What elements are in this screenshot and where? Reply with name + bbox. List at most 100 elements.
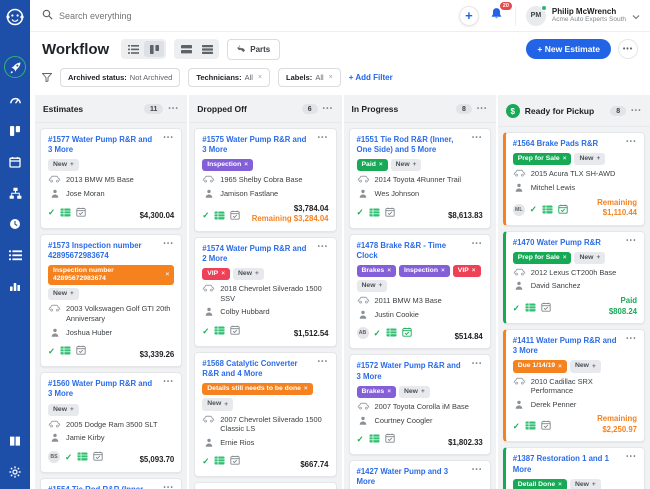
tag-remove-icon[interactable]: × bbox=[471, 267, 476, 275]
compact-density-button[interactable] bbox=[197, 41, 217, 57]
card-title-link[interactable]: #1554 Tie Rod R&R (Inner, Both Sides) bbox=[48, 485, 158, 489]
card-title-link[interactable]: #1564 Brake Pads R&R bbox=[512, 139, 599, 148]
user-avatar[interactable]: PM bbox=[525, 4, 547, 26]
card-tag[interactable]: VIP × bbox=[452, 264, 481, 278]
card-tag[interactable]: New + bbox=[356, 280, 388, 293]
tag-add-icon[interactable]: + bbox=[378, 282, 383, 290]
tag-remove-icon[interactable]: × bbox=[221, 270, 226, 278]
kanban-card[interactable]: #1554 Tie Rod R&R (Inner, Both Sides) •••… bbox=[40, 477, 183, 489]
card-tag[interactable]: New + bbox=[398, 385, 430, 398]
kanban-card[interactable]: #1577 Water Pump R&R and 3 More ••• New +20… bbox=[40, 128, 183, 229]
card-tag[interactable]: New + bbox=[574, 153, 606, 166]
card-menu-icon[interactable]: ••• bbox=[626, 139, 637, 145]
kanban-card[interactable]: #1573 Inspection number 42895672983674 ••… bbox=[40, 233, 183, 368]
card-menu-icon[interactable]: ••• bbox=[163, 240, 175, 247]
card-tag[interactable]: Details still needs to be done × bbox=[202, 383, 313, 396]
filter-chip-technicians[interactable]: Technicians: All × bbox=[188, 68, 271, 87]
column-menu-icon[interactable]: ••• bbox=[322, 106, 334, 112]
parts-button[interactable]: Parts bbox=[227, 38, 281, 60]
card-title-link[interactable]: #1560 Water Pump R&R and 3 More bbox=[48, 379, 153, 399]
card-title-link[interactable]: #1573 Inspection number 42895672983674 bbox=[48, 240, 142, 260]
header-more-button[interactable]: ••• bbox=[618, 39, 638, 59]
kanban-card[interactable]: #1551 Tie Rod R&R (Inner, One Side) and … bbox=[348, 128, 491, 229]
card-menu-icon[interactable]: ••• bbox=[317, 135, 329, 141]
sidebar-item-book-icon[interactable] bbox=[6, 432, 24, 450]
sidebar-item-calendar-icon[interactable] bbox=[6, 153, 24, 171]
list-view-button[interactable] bbox=[123, 41, 143, 57]
card-tag[interactable]: Brakes × bbox=[356, 264, 396, 278]
tag-add-icon[interactable]: + bbox=[596, 155, 601, 163]
card-tag[interactable]: VIP × bbox=[202, 267, 231, 281]
tag-remove-icon[interactable]: × bbox=[440, 267, 445, 275]
chip-remove-icon[interactable]: × bbox=[257, 74, 263, 81]
tag-remove-icon[interactable]: × bbox=[562, 155, 567, 163]
card-title-link[interactable]: #1568 Catalytic Converter R&R and 4 More bbox=[202, 358, 298, 379]
sidebar-item-clock-icon[interactable] bbox=[6, 215, 24, 233]
card-tag[interactable]: New + bbox=[390, 159, 422, 172]
kanban-view-button[interactable] bbox=[144, 41, 165, 57]
card-menu-icon[interactable]: ••• bbox=[317, 243, 329, 250]
card-tag[interactable]: New + bbox=[48, 288, 79, 301]
kanban-card[interactable]: #1575 Water Pump R&R and 3 More ••• Inspec… bbox=[194, 128, 337, 232]
card-menu-icon[interactable]: ••• bbox=[471, 467, 483, 474]
card-tag[interactable]: New + bbox=[569, 478, 601, 489]
card-menu-icon[interactable]: ••• bbox=[471, 361, 483, 368]
card-tag[interactable]: New + bbox=[233, 267, 264, 281]
kanban-card[interactable]: #1478 Brake R&R - Time Clock ••• Brakes × In… bbox=[348, 233, 491, 350]
card-tag[interactable]: New + bbox=[569, 360, 601, 373]
card-menu-icon[interactable]: ••• bbox=[163, 484, 175, 489]
kanban-card[interactable]: #1387 Restoration 1 and 1 More ••• Detail … bbox=[502, 447, 645, 489]
user-menu[interactable]: PM Philip McWrench Acme Auto Experts Sou… bbox=[514, 4, 640, 26]
kanban-card[interactable]: #1427 Water Pump and 3 More•••Prep for S… bbox=[348, 460, 491, 489]
kanban-card[interactable]: #1568 Catalytic Converter R&R and 4 More… bbox=[194, 351, 337, 478]
card-tag[interactable]: New + bbox=[48, 403, 79, 416]
card-tag[interactable]: Detail Done × bbox=[512, 478, 567, 489]
tag-remove-icon[interactable]: × bbox=[387, 387, 391, 395]
card-title-link[interactable]: #1470 Water Pump R&R bbox=[512, 237, 601, 247]
chip-remove-icon[interactable]: × bbox=[328, 74, 333, 81]
card-menu-icon[interactable]: ••• bbox=[471, 135, 483, 141]
card-title-link[interactable]: #1387 Restoration 1 and 1 More bbox=[512, 454, 609, 474]
kanban-card[interactable]: #1411 Water Pump R&R and 3 More ••• Due 1/… bbox=[502, 329, 645, 443]
card-tag[interactable]: Inspection × bbox=[202, 159, 254, 172]
card-title-link[interactable]: #1575 Water Pump R&R and 3 More bbox=[202, 135, 307, 155]
tag-remove-icon[interactable]: × bbox=[244, 161, 249, 169]
tag-add-icon[interactable]: + bbox=[591, 480, 596, 488]
column-menu-icon[interactable]: ••• bbox=[476, 106, 488, 112]
add-filter-button[interactable]: + Add Filter bbox=[348, 73, 393, 82]
kanban-card[interactable]: #1560 Water Pump R&R and 3 More ••• New +20… bbox=[40, 372, 183, 473]
search-input[interactable] bbox=[59, 10, 279, 21]
tag-remove-icon[interactable]: × bbox=[562, 253, 567, 261]
comfortable-density-button[interactable] bbox=[176, 41, 196, 57]
filter-chip-archived-status[interactable]: Archived status: Not Archived bbox=[60, 68, 181, 87]
card-title-link[interactable]: #1574 Water Pump R&R and 2 More bbox=[202, 243, 307, 263]
card-title-link[interactable]: #1577 Water Pump R&R and 3 More bbox=[48, 135, 153, 155]
tag-remove-icon[interactable]: × bbox=[303, 385, 308, 393]
card-tag[interactable]: Inspection number 42895672983674 × bbox=[48, 264, 175, 286]
add-button[interactable]: + bbox=[458, 5, 479, 26]
card-menu-icon[interactable]: ••• bbox=[626, 237, 637, 244]
card-tag[interactable]: Due 1/14/19 × bbox=[512, 360, 567, 373]
filter-chip-labels[interactable]: Labels: All × bbox=[278, 68, 341, 87]
tag-add-icon[interactable]: + bbox=[69, 161, 74, 169]
card-title-link[interactable]: #1411 Water Pump R&R and 3 More bbox=[512, 336, 617, 356]
card-tag[interactable]: Prep for Sale × bbox=[512, 153, 572, 166]
card-tag[interactable]: New + bbox=[48, 159, 79, 172]
card-tag[interactable]: Brakes × bbox=[356, 385, 396, 398]
tag-remove-icon[interactable]: × bbox=[558, 480, 562, 488]
sidebar-item-settings-gear-icon[interactable] bbox=[6, 463, 24, 481]
tag-add-icon[interactable]: + bbox=[591, 362, 596, 370]
card-tag[interactable]: New + bbox=[202, 398, 234, 411]
card-title-link[interactable]: #1478 Brake R&R - Time Clock bbox=[356, 240, 447, 260]
card-menu-icon[interactable]: ••• bbox=[471, 240, 483, 247]
tag-remove-icon[interactable]: × bbox=[378, 161, 383, 169]
kanban-card[interactable]: #1572 Water Pump R&R and 3 More ••• Brakes… bbox=[348, 354, 491, 456]
tag-remove-icon[interactable]: × bbox=[387, 267, 391, 275]
card-tag[interactable]: Paid × bbox=[356, 159, 388, 172]
card-tag[interactable]: Prep for Sale × bbox=[512, 251, 572, 264]
card-menu-icon[interactable]: ••• bbox=[626, 454, 637, 461]
card-tag[interactable]: Inspection × bbox=[398, 264, 450, 278]
column-menu-icon[interactable]: ••• bbox=[631, 108, 642, 114]
new-estimate-button[interactable]: + New Estimate bbox=[526, 39, 611, 59]
kanban-card[interactable]: #1574 Water Pump R&R and 2 More ••• VIP × Ne… bbox=[194, 236, 337, 347]
